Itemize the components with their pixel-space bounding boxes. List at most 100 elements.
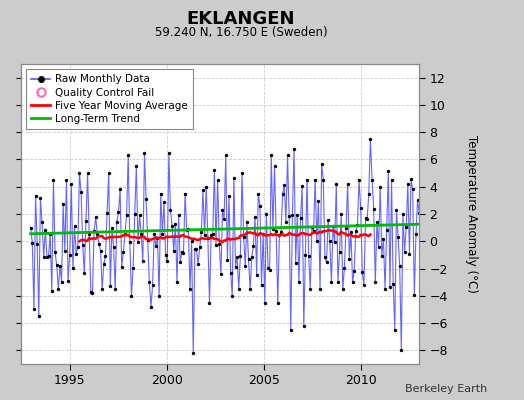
- Point: [181, 190, 189, 197]
- Point: [363, 216, 372, 222]
- Point: [104, 170, 113, 176]
- Point: [272, 228, 280, 235]
- Point: [166, 207, 174, 214]
- Point: [92, 214, 100, 220]
- Point: [108, 224, 116, 231]
- Point: [111, 286, 119, 292]
- Point: [174, 212, 183, 219]
- Point: [293, 212, 301, 218]
- Text: 59.240 N, 16.750 E (Sweden): 59.240 N, 16.750 E (Sweden): [155, 26, 328, 39]
- Point: [110, 243, 118, 250]
- Point: [83, 170, 92, 176]
- Point: [247, 254, 256, 260]
- Point: [225, 193, 233, 200]
- Point: [62, 177, 71, 183]
- Point: [396, 262, 404, 269]
- Point: [400, 249, 409, 255]
- Point: [64, 278, 72, 285]
- Point: [59, 201, 68, 208]
- Legend: Raw Monthly Data, Quality Control Fail, Five Year Moving Average, Long-Term Tren: Raw Monthly Data, Quality Control Fail, …: [26, 69, 193, 129]
- Point: [39, 254, 48, 261]
- Point: [226, 270, 235, 276]
- Point: [304, 253, 313, 259]
- Point: [303, 177, 311, 183]
- Point: [135, 212, 144, 218]
- Point: [384, 168, 392, 174]
- Point: [173, 279, 181, 285]
- Point: [369, 206, 378, 212]
- Point: [358, 269, 366, 276]
- Point: [376, 184, 385, 190]
- Point: [251, 214, 259, 220]
- Point: [163, 258, 171, 264]
- Point: [103, 210, 111, 216]
- Point: [195, 244, 204, 250]
- Point: [282, 218, 290, 225]
- Point: [254, 190, 263, 197]
- Point: [345, 255, 354, 262]
- Point: [291, 260, 300, 266]
- Point: [147, 304, 155, 310]
- Point: [165, 150, 173, 156]
- Point: [334, 279, 342, 285]
- Point: [321, 254, 329, 260]
- Point: [106, 283, 115, 289]
- Point: [325, 238, 334, 244]
- Point: [197, 229, 205, 235]
- Point: [387, 177, 396, 183]
- Point: [352, 228, 360, 234]
- Point: [170, 248, 178, 254]
- Y-axis label: Temperature Anomaly (°C): Temperature Anomaly (°C): [465, 135, 478, 293]
- Point: [405, 250, 413, 257]
- Point: [365, 190, 373, 197]
- Point: [383, 227, 391, 234]
- Point: [277, 229, 285, 236]
- Point: [145, 279, 154, 285]
- Point: [409, 186, 417, 193]
- Point: [51, 249, 59, 255]
- Point: [202, 184, 211, 190]
- Point: [300, 323, 308, 329]
- Point: [355, 177, 363, 183]
- Point: [57, 278, 66, 285]
- Point: [199, 187, 207, 194]
- Point: [204, 235, 212, 241]
- Point: [285, 213, 293, 219]
- Point: [36, 195, 45, 201]
- Point: [397, 347, 406, 354]
- Point: [223, 257, 232, 264]
- Point: [368, 177, 376, 183]
- Point: [366, 136, 375, 142]
- Point: [130, 211, 139, 218]
- Point: [49, 177, 58, 183]
- Point: [348, 279, 357, 285]
- Point: [260, 300, 269, 306]
- Point: [56, 262, 64, 269]
- Point: [158, 230, 167, 237]
- Point: [313, 238, 321, 244]
- Point: [160, 199, 168, 206]
- Point: [33, 241, 41, 247]
- Point: [298, 183, 307, 190]
- Point: [215, 240, 223, 247]
- Point: [402, 223, 410, 230]
- Point: [72, 250, 80, 257]
- Point: [360, 282, 368, 288]
- Point: [213, 177, 222, 183]
- Point: [386, 284, 394, 290]
- Point: [66, 252, 74, 258]
- Point: [70, 223, 79, 230]
- Point: [157, 190, 165, 197]
- Point: [392, 207, 401, 213]
- Point: [353, 222, 362, 228]
- Point: [210, 167, 219, 174]
- Point: [176, 259, 184, 266]
- Point: [280, 182, 289, 189]
- Point: [266, 267, 274, 273]
- Point: [43, 254, 51, 260]
- Point: [228, 293, 236, 299]
- Point: [82, 218, 90, 225]
- Point: [186, 286, 194, 292]
- Point: [379, 236, 388, 242]
- Text: EKLANGEN: EKLANGEN: [187, 10, 296, 28]
